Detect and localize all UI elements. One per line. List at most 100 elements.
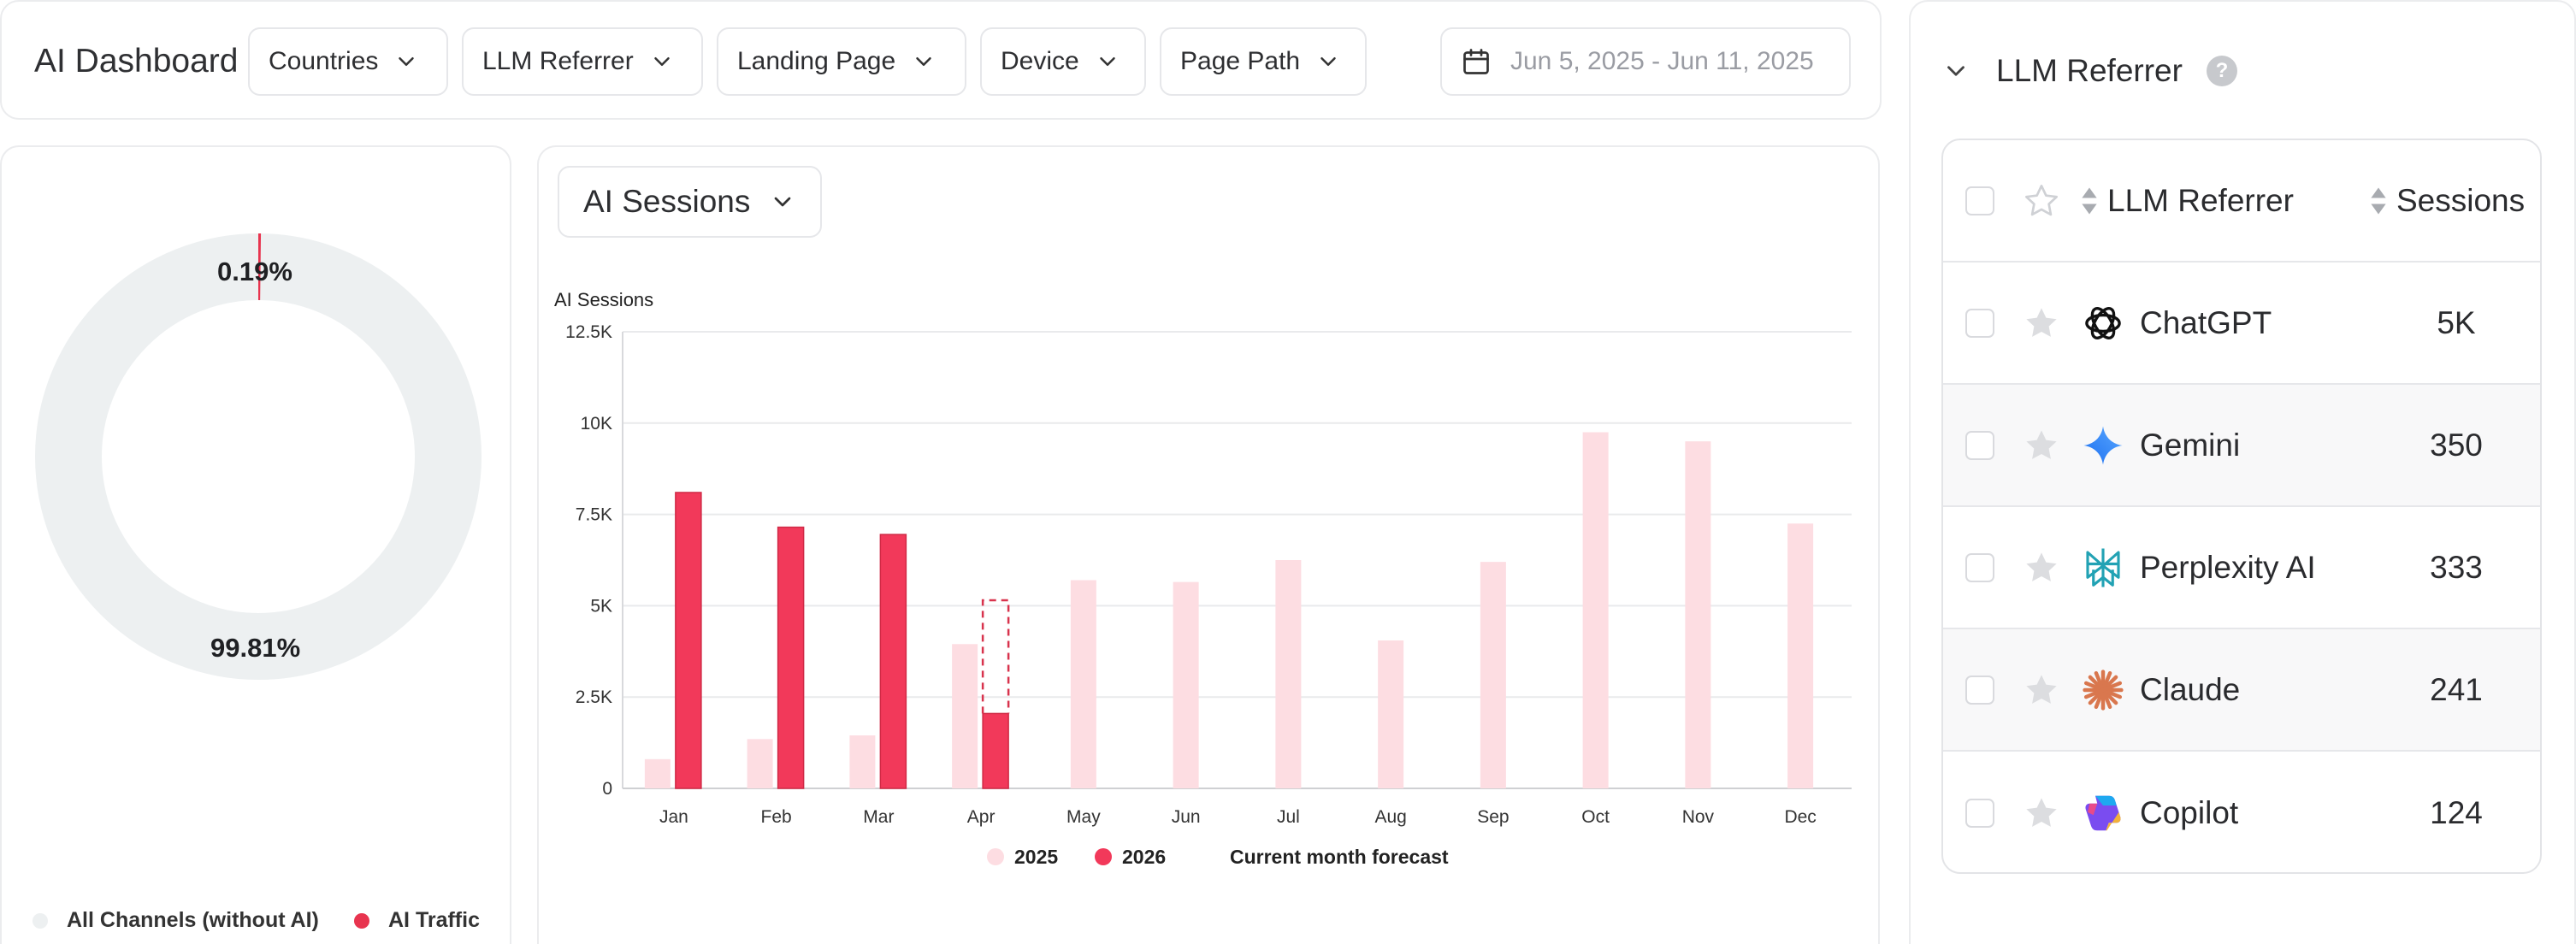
panel-title: LLM Referrer: [1996, 53, 2183, 88]
row-checkbox[interactable]: [1965, 675, 1994, 705]
referrer-name: Claude: [2140, 671, 2241, 707]
claude-logo-icon: [2083, 669, 2124, 711]
select-all-checkbox[interactable]: [1965, 186, 1994, 215]
x-tick-label: Oct: [1581, 807, 1610, 827]
star-icon[interactable]: [2022, 426, 2061, 465]
copilot-logo-icon: [2085, 795, 2121, 830]
bar-2025-nov: [1685, 441, 1711, 788]
star-icon[interactable]: [2022, 304, 2061, 343]
row-checkbox[interactable]: [1965, 308, 1994, 338]
chevron-down-icon: [399, 57, 415, 66]
page-path-filter-dropdown[interactable]: Page Path: [1160, 27, 1367, 96]
star-icon[interactable]: [2022, 794, 2061, 833]
x-tick-label: Aug: [1374, 807, 1406, 827]
star-icon[interactable]: [2022, 670, 2061, 710]
y-tick-label: 12.5K: [565, 322, 612, 342]
referrer-sessions: 124: [2430, 794, 2483, 830]
llm-referrer-filter-dropdown[interactable]: LLM Referrer: [462, 27, 703, 96]
column-header-label: Sessions: [2396, 182, 2526, 218]
y-tick-label: 2.5K: [576, 687, 612, 707]
device-filter-label: Device: [1001, 47, 1079, 75]
dashboard-header: AI Dashboard Countries LLM Referrer Land…: [0, 0, 1882, 120]
bar-2025-mar: [849, 735, 876, 788]
column-header-sessions[interactable]: Sessions: [2369, 183, 2525, 219]
referrer-sessions: 350: [2430, 427, 2483, 463]
chatgpt-logo-icon: [2085, 306, 2121, 339]
bar-2025-aug: [1378, 640, 1404, 788]
bar-2025-dec: [1787, 523, 1814, 788]
y-tick-label: 7.5K: [576, 505, 612, 525]
star-icon[interactable]: [2022, 548, 2061, 587]
legend-item-all-channels[interactable]: All Channels (without AI): [32, 908, 319, 933]
column-header-label: LLM Referrer: [2107, 182, 2294, 218]
date-range-label: Jun 5, 2025 - Jun 11, 2025: [1510, 47, 1814, 75]
chevron-down-icon: [653, 57, 670, 66]
landing-page-filter-label: Landing Page: [737, 47, 896, 75]
sort-icon: [2371, 186, 2386, 215]
x-tick-label: Jan: [659, 807, 688, 827]
bar-2025-oct: [1582, 432, 1609, 788]
column-header-referrer[interactable]: LLM Referrer: [2080, 183, 2294, 219]
legend-swatch: [354, 912, 369, 929]
bar-2025-jan: [644, 758, 671, 788]
table-row[interactable]: ChatGPT 5K: [1943, 263, 2540, 385]
device-filter-dropdown[interactable]: Device: [980, 27, 1146, 96]
x-tick-label: Jul: [1277, 807, 1300, 827]
table-row[interactable]: Gemini 350: [1943, 385, 2540, 507]
legend-swatch-2025: [987, 848, 1004, 865]
page-title: AI Dashboard: [34, 43, 239, 80]
row-checkbox[interactable]: [1965, 430, 1994, 460]
table-row[interactable]: Perplexity AI 333: [1943, 507, 2540, 629]
referrer-name: Copilot: [2140, 794, 2239, 830]
table-row[interactable]: Claude 241: [1943, 629, 2540, 752]
x-tick-label: Sep: [1477, 807, 1509, 827]
bar-2025-sep: [1480, 562, 1506, 788]
star-outline-icon[interactable]: [2022, 181, 2061, 221]
legend-item-ai-traffic[interactable]: AI Traffic: [354, 908, 480, 933]
countries-filter-dropdown[interactable]: Countries: [248, 27, 448, 96]
ai-sessions-chart-card: AI Sessions 0 2.5K 5K 7.5K 10K 12.5K Jan Feb Mar A…: [537, 145, 1880, 944]
chevron-down-icon: [1947, 66, 1964, 76]
x-tick-label: Dec: [1784, 807, 1816, 827]
y-tick-label: 0: [602, 779, 612, 799]
x-tick-label: Feb: [761, 807, 792, 827]
llm-referrer-panel-header[interactable]: LLM Referrer ?: [1941, 53, 2237, 89]
legend-swatch-2026: [1095, 848, 1112, 865]
bar-2025-jun: [1173, 581, 1199, 788]
chevron-down-icon: [1320, 57, 1336, 66]
landing-page-filter-dropdown[interactable]: Landing Page: [717, 27, 966, 96]
legend-label: All Channels (without AI): [67, 908, 319, 932]
x-tick-label: Apr: [967, 807, 996, 827]
metric-select-dropdown[interactable]: AI Sessions: [558, 166, 823, 238]
llm-referrer-filter-label: LLM Referrer: [482, 47, 634, 75]
bar-2025-feb: [747, 739, 773, 788]
traffic-donut-chart: [35, 233, 482, 680]
ai-traffic-percent: 0.19%: [217, 257, 292, 286]
perplexity-logo-icon: [2086, 548, 2120, 587]
row-checkbox[interactable]: [1965, 552, 1994, 582]
traffic-share-card: 0.19% 99.81% All Channels (without AI) A…: [0, 145, 511, 944]
y-axis-title: AI Sessions: [554, 289, 653, 310]
chevron-down-icon: [1099, 57, 1115, 66]
legend-label-forecast: Current month forecast: [1230, 846, 1449, 868]
date-range-picker[interactable]: Jun 5, 2025 - Jun 11, 2025: [1440, 27, 1851, 96]
bar-2026-feb: [777, 526, 805, 789]
chevron-down-icon: [916, 57, 931, 66]
donut-segment-ai: [35, 233, 482, 680]
bar-2025-may: [1070, 580, 1096, 788]
bar-2026-jan: [675, 492, 702, 789]
ai-sessions-bar-chart: AI Sessions 0 2.5K 5K 7.5K 10K 12.5K Jan Feb Mar A…: [554, 289, 1852, 868]
bar-2026-apr: [982, 712, 1009, 789]
referrer-name: Gemini: [2140, 427, 2241, 463]
table-row[interactable]: Copilot 124: [1943, 752, 2540, 872]
chevron-down-icon: [775, 197, 791, 207]
bar-2026-mar: [879, 534, 907, 789]
forecast-bar-apr: [981, 599, 1010, 714]
referrer-name: ChatGPT: [2140, 304, 2272, 340]
calendar-icon: [1463, 49, 1489, 74]
row-checkbox[interactable]: [1965, 798, 1994, 828]
llm-referrer-table: LLM Referrer Sessions ChatGPT 5K: [1941, 139, 2542, 874]
x-tick-label: May: [1066, 807, 1101, 827]
help-icon[interactable]: ?: [2206, 56, 2237, 86]
x-tick-label: Mar: [863, 807, 894, 827]
